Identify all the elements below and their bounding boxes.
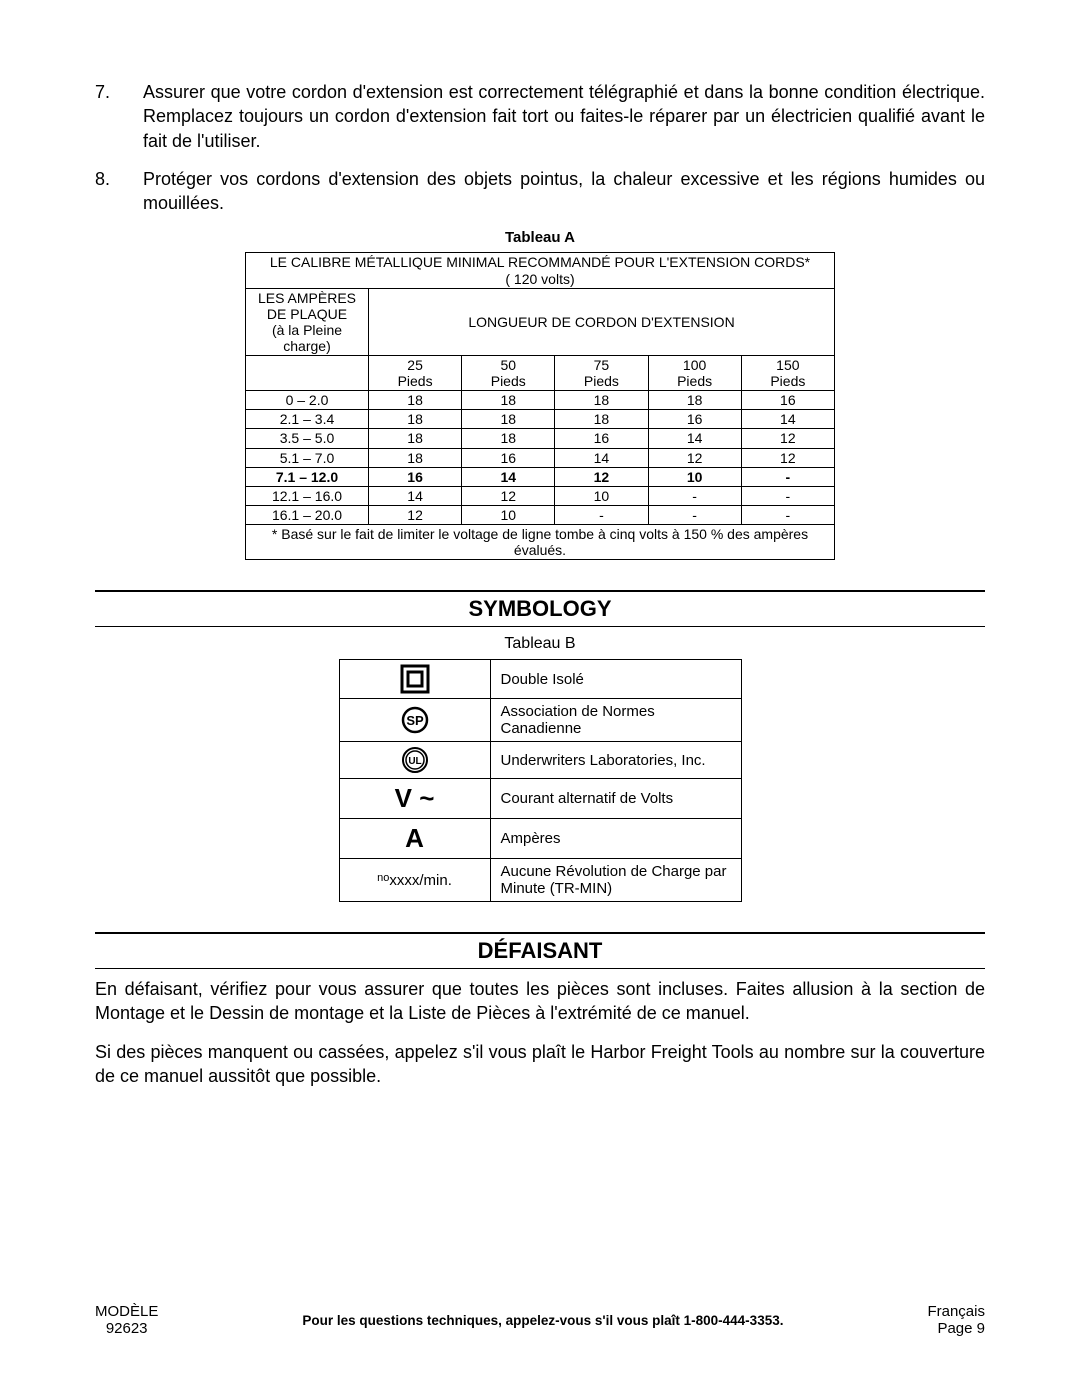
table-row: 16.1 – 20.01210--- [246, 505, 835, 524]
length-row: 25Pieds 50Pieds 75Pieds 100Pieds 150Pied… [246, 356, 835, 391]
amp-header: LES AMPÈRESDE PLAQUE(à la Pleinecharge) [246, 288, 369, 355]
table-row: noxxxx/min. Aucune Révolution de Charge … [339, 859, 741, 902]
list-item-8: 8. Protéger vos cordons d'extension des … [95, 167, 985, 216]
list-text: Protéger vos cordons d'extension des obj… [143, 167, 985, 216]
list-item-7: 7. Assurer que votre cordon d'extension … [95, 80, 985, 153]
table-row: 3.5 – 5.01818161412 [246, 429, 835, 448]
svg-text:UL: UL [408, 756, 421, 767]
table-row: UL Underwriters Laboratories, Inc. [339, 742, 741, 779]
table-row: SP Association de Normes Canadienne [339, 699, 741, 742]
table-a-title: LE CALIBRE MÉTALLIQUE MINIMAL RECOMMANDÉ… [246, 253, 835, 288]
table-a-label: Tableau A [95, 229, 985, 246]
table-b-label: Tableau B [95, 635, 985, 653]
table-row: 5.1 – 7.01816141212 [246, 448, 835, 467]
table-a-footnote: * Basé sur le fait de limiter le voltage… [246, 524, 835, 559]
symbol-desc: Double Isolé [490, 660, 741, 699]
table-row: 7.1 – 12.016141210- [246, 467, 835, 486]
table-row: 12.1 – 16.0141210-- [246, 486, 835, 505]
list-number: 8. [95, 167, 143, 216]
page-footer: MODÈLE 92623 Pour les questions techniqu… [95, 1303, 985, 1337]
section-defaisant: DÉFAISANT [95, 932, 985, 969]
vac-icon: V ~ [339, 779, 490, 819]
ul-icon: UL [339, 742, 490, 779]
svg-text:SP: SP [406, 713, 424, 728]
paragraph: En défaisant, vérifiez pour vous assurer… [95, 977, 985, 1026]
symbol-desc: Underwriters Laboratories, Inc. [490, 742, 741, 779]
paragraph: Si des pièces manquent ou cassées, appel… [95, 1040, 985, 1089]
section-symbology: SYMBOLOGY [95, 590, 985, 627]
amp-icon: A [339, 819, 490, 859]
list-number: 7. [95, 80, 143, 153]
symbol-desc: Aucune Révolution de Charge par Minute (… [490, 859, 741, 902]
length-header: LONGUEUR DE CORDON D'EXTENSION [369, 288, 835, 355]
table-row: V ~ Courant alternatif de Volts [339, 779, 741, 819]
symbol-desc: Ampères [490, 819, 741, 859]
table-row: 0 – 2.01818181816 [246, 391, 835, 410]
table-row: 2.1 – 3.41818181614 [246, 410, 835, 429]
rpm-icon: noxxxx/min. [339, 859, 490, 902]
footer-model: MODÈLE 92623 [95, 1303, 158, 1337]
table-b: Double Isolé SP Association de Normes Ca… [339, 659, 742, 902]
list-text: Assurer que votre cordon d'extension est… [143, 80, 985, 153]
footer-right: Français Page 9 [927, 1303, 985, 1337]
table-row: A Ampères [339, 819, 741, 859]
csa-icon: SP [339, 699, 490, 742]
page: 7. Assurer que votre cordon d'extension … [0, 0, 1080, 1397]
footer-center: Pour les questions techniques, appelez-v… [158, 1313, 927, 1328]
symbol-desc: Courant alternatif de Volts [490, 779, 741, 819]
table-row: Double Isolé [339, 660, 741, 699]
double-insulated-icon [339, 660, 490, 699]
table-a: LE CALIBRE MÉTALLIQUE MINIMAL RECOMMANDÉ… [245, 252, 835, 560]
symbol-desc: Association de Normes Canadienne [490, 699, 741, 742]
